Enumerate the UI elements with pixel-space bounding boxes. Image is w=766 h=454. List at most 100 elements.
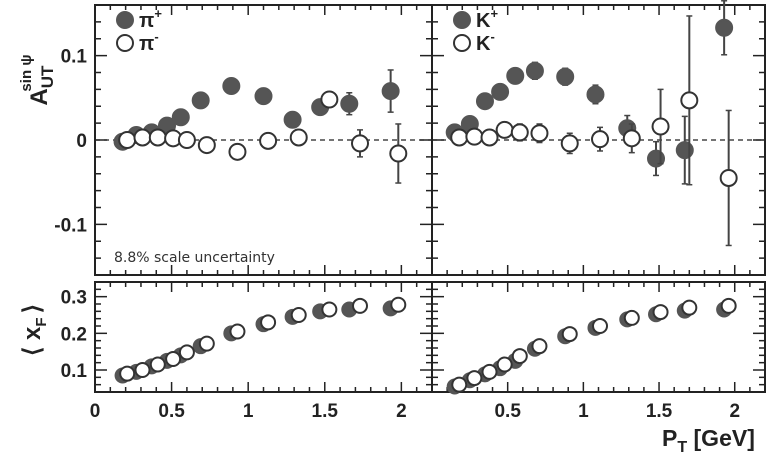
data-point <box>481 363 498 380</box>
data-point <box>197 136 216 155</box>
y-tick-label: 0 <box>76 131 87 152</box>
data-point <box>475 92 494 111</box>
data-point <box>177 131 196 149</box>
legend-marker <box>116 11 134 29</box>
y-tick-label: 0.2 <box>61 324 87 345</box>
data-point <box>290 307 307 323</box>
x-tick-label: 0.5 <box>494 401 521 422</box>
legend-marker <box>453 11 471 29</box>
legend-top-right: K+K- <box>453 6 498 55</box>
data-point <box>390 296 407 313</box>
data-point <box>260 314 277 331</box>
data-point <box>719 168 738 187</box>
data-point <box>510 123 529 142</box>
series-positive <box>446 301 733 395</box>
data-point <box>491 82 510 101</box>
data-point <box>228 142 247 161</box>
data-point <box>480 128 499 147</box>
data-point <box>254 87 273 106</box>
data-point <box>381 82 400 101</box>
x-tick-label: 1 <box>578 401 589 422</box>
data-point <box>222 77 241 95</box>
legend-top-left: π+π- <box>116 6 162 55</box>
data-point <box>340 94 359 113</box>
data-point <box>675 141 694 160</box>
series-positive <box>113 69 400 151</box>
x-tick-label: 0.5 <box>158 401 185 422</box>
data-point <box>134 362 151 378</box>
y-axis-title-xf: ⟨ xF⟩ <box>19 304 50 356</box>
data-point <box>118 131 137 149</box>
data-point <box>465 127 484 146</box>
x-tick-label: 1.5 <box>312 401 339 422</box>
data-point <box>451 376 468 393</box>
data-point <box>560 134 579 153</box>
data-point <box>229 323 246 340</box>
axes-bottom-right <box>431 281 766 393</box>
data-point <box>321 301 338 318</box>
panels: -0.100.1π+π-K+K-0.10.20.30 0.5 1 1.5 2 0.5 1 1.… <box>54 0 766 422</box>
scale-uncertainty-note: 8.8% scale uncertainty <box>114 250 275 266</box>
legend-marker <box>453 34 471 52</box>
legend-label: K+ <box>476 6 498 32</box>
data-point <box>561 326 578 343</box>
data-point <box>530 124 549 143</box>
y-axis-title-asym: AUTsin ψ <box>18 54 57 105</box>
data-point <box>352 297 369 314</box>
series-negative <box>450 15 738 247</box>
labels: AUTsin ψ ⟨ xF⟩ PT [GeV] 8.8% scale uncer… <box>18 54 755 454</box>
data-point <box>681 299 698 316</box>
panel-top-right: K+K- <box>431 0 766 276</box>
data-point <box>178 344 195 361</box>
data-point <box>289 128 308 147</box>
x-tick-label: 1 <box>243 401 254 422</box>
x-tick-label: 1.5 <box>646 401 673 422</box>
series-negative <box>451 297 737 393</box>
data-point <box>495 120 514 139</box>
y-tick-label: 0.3 <box>61 288 87 309</box>
x-tick-label: 2 <box>729 401 740 422</box>
y-tick-label: -0.1 <box>54 215 87 236</box>
legend-label: π+ <box>139 6 162 32</box>
x-tick-label: 0 <box>90 401 101 422</box>
data-point <box>198 335 215 352</box>
x-tick-label: 2 <box>396 401 407 422</box>
legend-label: K- <box>476 29 495 55</box>
data-point <box>466 370 483 387</box>
series-negative <box>119 296 407 382</box>
data-point <box>715 18 734 37</box>
data-point <box>592 318 609 334</box>
data-point <box>351 134 370 153</box>
data-point <box>389 144 408 163</box>
data-point <box>622 129 641 148</box>
data-point <box>171 108 190 127</box>
data-point <box>148 128 167 147</box>
data-point <box>586 85 605 104</box>
data-point <box>496 356 513 373</box>
legend-marker <box>116 34 134 52</box>
data-point <box>506 66 525 85</box>
data-point <box>320 90 339 109</box>
data-point <box>591 130 610 149</box>
data-point <box>652 304 669 321</box>
data-point <box>525 61 544 80</box>
data-point <box>531 338 548 355</box>
data-point <box>259 131 278 150</box>
data-point <box>680 91 699 110</box>
series-negative <box>118 90 408 184</box>
data-point <box>165 351 182 367</box>
axes-top-right <box>431 4 766 276</box>
data-point <box>191 91 210 110</box>
data-point <box>283 110 302 129</box>
data-point <box>651 117 670 136</box>
data-point <box>720 297 737 314</box>
y-tick-label: 0.1 <box>61 47 88 68</box>
data-point <box>119 365 136 382</box>
panel-bottom-left: 0.1 0.2 0.3 0 0.5 1 1.5 2 <box>61 281 433 422</box>
panel-top-left: -0.1 0 0.1 π+π- <box>54 4 433 276</box>
panel-bottom-right: 0.5 1 1.5 2 <box>431 281 766 422</box>
data-point <box>133 128 152 147</box>
data-point <box>556 67 575 86</box>
data-point <box>623 309 640 326</box>
